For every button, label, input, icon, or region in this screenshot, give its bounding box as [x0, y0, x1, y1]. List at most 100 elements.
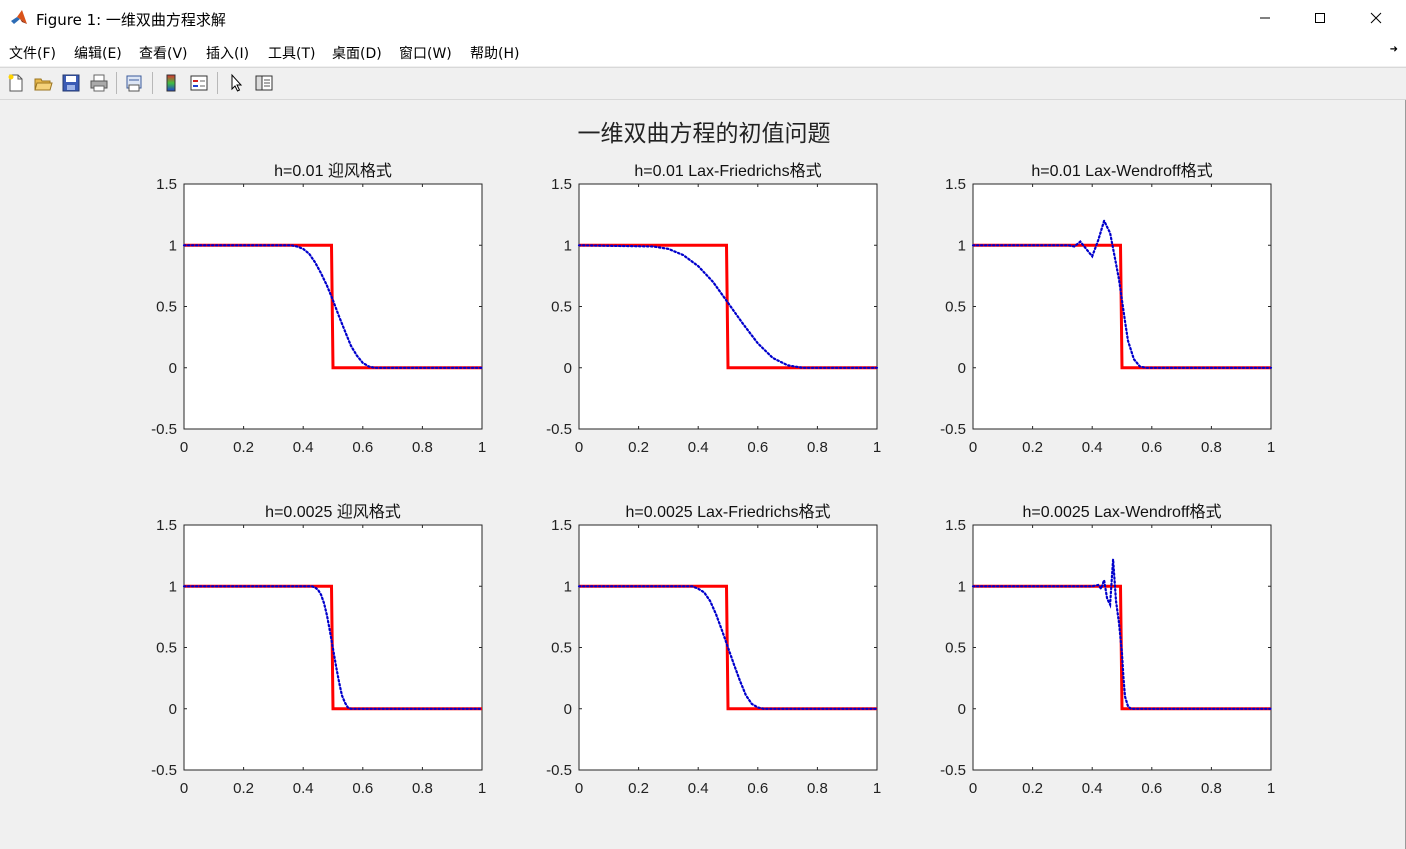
open-file-icon[interactable]	[33, 73, 53, 93]
subplot-title: h=0.01 Lax-Friedrichs格式	[634, 162, 821, 180]
menu-desktop[interactable]: 桌面(D)	[332, 46, 382, 62]
x-tick-label: 0.4	[688, 439, 709, 456]
x-tick-label: 1	[873, 780, 881, 797]
toolbar-separator	[152, 72, 153, 94]
menu-file[interactable]: 文件(F)	[9, 46, 56, 62]
minimize-icon	[1260, 17, 1270, 19]
menu-window[interactable]: 窗口(W)	[399, 46, 452, 62]
y-tick-label: 1.5	[551, 176, 572, 193]
y-tick-label: 0.5	[551, 299, 572, 316]
y-tick-label: -0.5	[940, 762, 966, 779]
x-tick-label: 0.4	[1082, 439, 1103, 456]
y-tick-label: 1	[564, 578, 572, 595]
numerical-solution-line	[182, 244, 484, 369]
new-figure-icon[interactable]	[6, 73, 26, 93]
y-tick-label: -0.5	[546, 421, 572, 438]
numerical-solution-line	[577, 244, 879, 369]
y-tick-label: 1.5	[945, 517, 966, 534]
numerical-solution-line	[971, 217, 1273, 369]
numerical-solution-line	[577, 585, 879, 710]
x-tick-label: 0	[575, 439, 583, 456]
menu-bar	[0, 36, 1406, 66]
x-tick-label: 0	[180, 780, 188, 797]
x-tick-label: 1	[478, 439, 486, 456]
y-tick-label: -0.5	[546, 762, 572, 779]
save-icon[interactable]	[61, 73, 81, 93]
title-bar	[0, 0, 1406, 36]
y-tick-label: 0	[169, 701, 177, 718]
y-tick-label: 1	[958, 578, 966, 595]
print-icon[interactable]	[89, 73, 109, 93]
y-tick-label: 0.5	[156, 640, 177, 657]
numerical-solution-line	[182, 585, 484, 710]
menu-tools[interactable]: 工具(T)	[268, 46, 316, 62]
y-tick-label: 0	[958, 360, 966, 377]
x-tick-label: 0.4	[1082, 780, 1103, 797]
x-tick-label: 0.6	[1141, 439, 1162, 456]
menu-insert[interactable]: 插入(I)	[206, 46, 250, 62]
y-tick-label: 0.5	[551, 640, 572, 657]
subplot-title: h=0.0025 迎风格式	[265, 503, 401, 521]
x-tick-label: 0.8	[807, 439, 828, 456]
x-tick-label: 0.4	[293, 780, 314, 797]
x-tick-label: 0	[969, 439, 977, 456]
property-editor-icon[interactable]	[254, 73, 274, 93]
y-tick-label: 0.5	[945, 299, 966, 316]
y-tick-label: 0	[564, 360, 572, 377]
pointer-icon[interactable]	[226, 73, 246, 93]
y-tick-label: 1.5	[551, 517, 572, 534]
subplot-title: h=0.01 Lax-Wendroff格式	[1031, 162, 1212, 180]
x-tick-label: 0.6	[1141, 780, 1162, 797]
menu-view[interactable]: 查看(V)	[139, 46, 188, 62]
x-tick-label: 0.2	[1022, 439, 1043, 456]
close-button[interactable]	[1353, 0, 1399, 36]
y-tick-label: -0.5	[151, 421, 177, 438]
x-tick-label: 1	[478, 780, 486, 797]
x-tick-label: 0	[969, 780, 977, 797]
toolbar-separator	[116, 72, 117, 94]
x-tick-label: 1	[1267, 780, 1275, 797]
legend-icon[interactable]	[189, 73, 209, 93]
x-tick-label: 0.2	[628, 780, 649, 797]
window-title: Figure 1: 一维双曲方程求解	[36, 11, 226, 29]
colorbar-icon[interactable]	[161, 73, 181, 93]
x-tick-label: 0.6	[352, 439, 373, 456]
menu-edit[interactable]: 编辑(E)	[74, 46, 122, 62]
arrow-icon[interactable]: ➜	[1389, 44, 1398, 55]
y-tick-label: -0.5	[940, 421, 966, 438]
y-tick-label: 1	[958, 237, 966, 254]
y-tick-label: 1	[169, 237, 177, 254]
toolbar	[0, 67, 1406, 100]
x-tick-label: 0	[180, 439, 188, 456]
y-tick-label: 1.5	[945, 176, 966, 193]
x-tick-label: 0.6	[352, 780, 373, 797]
menu-help[interactable]: 帮助(H)	[470, 46, 520, 62]
numerical-solution-line	[971, 559, 1273, 710]
x-tick-label: 0.4	[293, 439, 314, 456]
y-tick-label: 1	[169, 578, 177, 595]
maximize-button[interactable]	[1297, 0, 1343, 36]
x-tick-label: 1	[1267, 439, 1275, 456]
x-tick-label: 0.2	[233, 780, 254, 797]
x-tick-label: 0.4	[688, 780, 709, 797]
y-tick-label: 1.5	[156, 176, 177, 193]
y-tick-label: 0.5	[945, 640, 966, 657]
y-tick-label: 0	[169, 360, 177, 377]
x-tick-label: 0.2	[1022, 780, 1043, 797]
x-tick-label: 0	[575, 780, 583, 797]
maximize-icon	[1315, 13, 1325, 23]
subplot-title: h=0.01 迎风格式	[274, 162, 392, 180]
x-tick-label: 0.2	[628, 439, 649, 456]
x-tick-label: 0.6	[747, 439, 768, 456]
minimize-button[interactable]	[1242, 0, 1288, 36]
matlab-logo-icon	[11, 10, 27, 24]
print-preview-icon[interactable]	[124, 73, 144, 93]
toolbar-separator	[217, 72, 218, 94]
y-tick-label: 1	[564, 237, 572, 254]
x-tick-label: 0.8	[1201, 780, 1222, 797]
figure-suptitle: 一维双曲方程的初值问题	[578, 121, 831, 147]
y-tick-label: 0	[958, 701, 966, 718]
y-tick-label: 0.5	[156, 299, 177, 316]
figure-canvas: 一维双曲方程的初值问题 h=0.01 迎风格式 0 0.2 0.4 0.6 0.8 1 -0.…	[151, 121, 1275, 797]
x-tick-label: 0.8	[1201, 439, 1222, 456]
